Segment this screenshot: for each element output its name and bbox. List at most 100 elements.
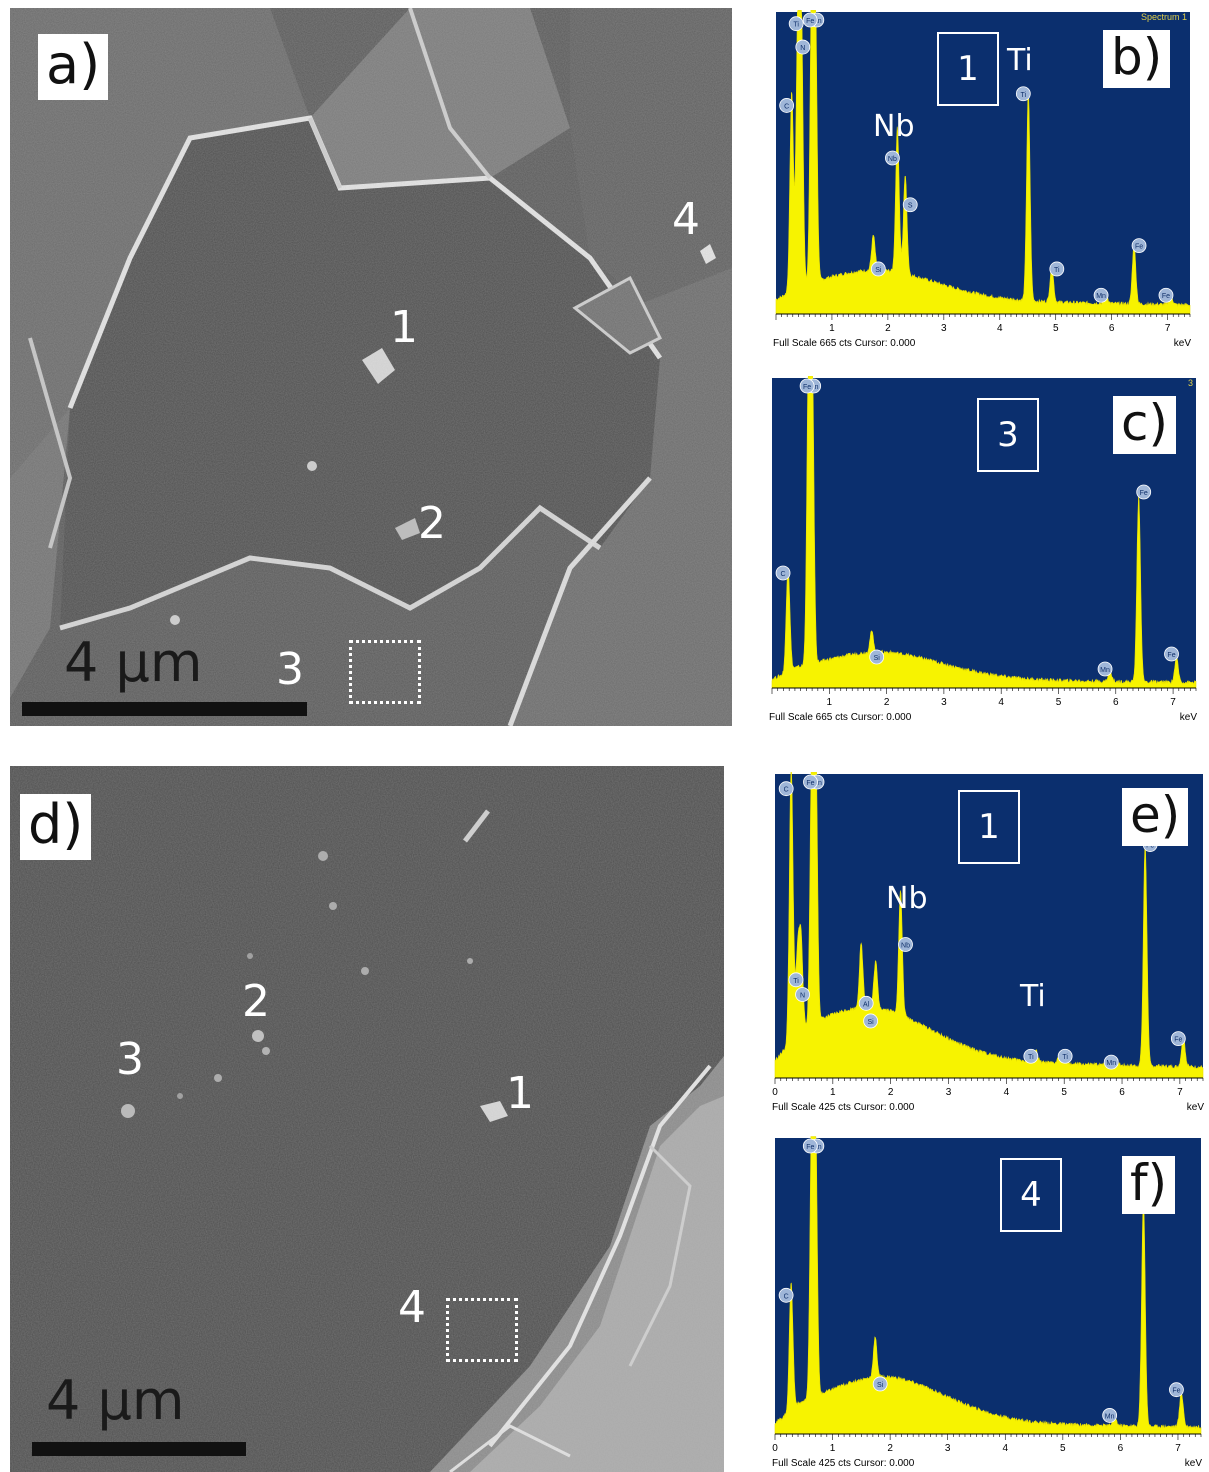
peak-tag: Si: [869, 649, 885, 665]
peak-tag-circle: [1136, 484, 1152, 500]
x-tick-label: 5: [1053, 323, 1059, 334]
peak-tag-circle: [795, 987, 810, 1002]
peak-tag-circle: [1023, 1048, 1039, 1064]
spectrum-header: Spectrum 1: [1140, 12, 1187, 22]
x-tick-label: 7: [1170, 697, 1176, 708]
peak-tag-circle: [863, 1013, 879, 1029]
point-label-2: 2: [242, 976, 270, 1027]
peak-tag-circle: [1158, 287, 1174, 303]
peak-tag: Fe: [1136, 484, 1152, 500]
point-label-3: 3: [116, 1034, 144, 1085]
x-tick-label: 6: [1118, 1443, 1124, 1454]
point-label-2: 2: [418, 498, 446, 549]
spot-number-box: 1: [958, 790, 1020, 864]
peak-tag: Ti: [788, 972, 804, 988]
peak-tag-circle: [1164, 646, 1179, 662]
eds-spectrum-c: 1234567CMnFeSiMnFeFe 3 3 c) Full Scale 6…: [769, 376, 1199, 724]
peak-tag: Mn: [1093, 287, 1109, 303]
element-label-ti: Ti: [1007, 43, 1033, 78]
peak-tag-label: N: [800, 45, 805, 52]
sem-image-a: a) 1 2 3 4 4 μm: [10, 8, 732, 726]
peak-tag-circle: [1102, 1408, 1118, 1423]
peak-tag-circle: [869, 649, 885, 665]
peak-tag-circle: [802, 1138, 818, 1154]
peak-tag-circle: [778, 781, 794, 797]
spot-number-box: 4: [1000, 1158, 1062, 1232]
x-tick-label: 4: [1002, 1443, 1008, 1454]
sem-micrograph-d: [10, 766, 724, 1472]
peak-tag-circle: [1057, 1048, 1073, 1064]
peak-tag-label: Nb: [901, 943, 910, 950]
x-tick-label: 6: [1109, 323, 1115, 334]
peak-tag-circle: [1097, 661, 1113, 677]
peak-tag: C: [778, 781, 794, 797]
peak-tag: Fe: [1131, 238, 1147, 254]
peak-tag-circle: [778, 1287, 794, 1303]
peak-tag: C: [779, 98, 795, 113]
roi-box-4: [446, 1298, 518, 1362]
panel-label-a: a): [38, 34, 109, 100]
peak-tag-circle: [799, 378, 815, 394]
peak-tag: Mn: [1097, 661, 1113, 677]
panel-label-d: d): [20, 794, 92, 860]
x-tick-label: 6: [1119, 1087, 1125, 1098]
eds-spectrum-e: 01234567CNTiMnFeAlSiNbTiTiMnFeFe 1 Nb Ti…: [772, 772, 1206, 1114]
peak-tag-label: Fe: [806, 780, 814, 787]
peak-tag-circle: [788, 16, 804, 32]
spectrum-fill: [774, 1136, 1202, 1435]
peak-tag-label: Fe: [803, 384, 811, 391]
element-label-nb: Nb: [886, 881, 928, 916]
peak-tag-circle: [1103, 1054, 1119, 1070]
peak-tag-label: Fe: [1172, 1388, 1180, 1395]
peak-tag: Ti: [1057, 1048, 1073, 1064]
spectrum-header: 3: [1187, 378, 1193, 388]
eds-spectrum-f: 01234567CMnFeSiMnFeFe 4 f) Full Scale 42…: [772, 1136, 1204, 1470]
peak-tag: Ti: [1015, 86, 1031, 102]
x-axis-unit: keV: [1186, 1102, 1204, 1113]
x-tick-label: 2: [884, 697, 890, 708]
peak-tag: Al: [858, 995, 874, 1011]
x-tick-label: 3: [941, 323, 947, 334]
point-label-3: 3: [276, 644, 304, 695]
peak-tag-label: C: [784, 787, 789, 794]
peak-tag-circle: [1049, 261, 1065, 277]
peak-tag-label: C: [781, 571, 786, 578]
peak-tag: Fe: [799, 378, 815, 394]
spot-number-box: 1: [937, 32, 999, 106]
peak-tag-label: N: [800, 993, 805, 1000]
sem-image-d: d) 1 2 3 4 4 μm: [10, 766, 724, 1472]
x-tick-label: 2: [887, 1443, 893, 1454]
x-tick-label: 0: [772, 1087, 778, 1098]
peak-tag-label: Ti: [793, 22, 799, 29]
eds-plot-b: 1234567CNTiMnFeSiNbSTiTiMnFeFe: [775, 10, 1191, 334]
spectrum-footer: Full Scale 425 cts Cursor: 0.000: [772, 1102, 915, 1113]
peak-tag-circle: [902, 197, 918, 213]
peak-tag-circle: [775, 565, 791, 581]
peak-tag: C: [775, 565, 791, 581]
spectrum-fill: [774, 772, 1204, 1079]
peak-tag: N: [795, 39, 811, 55]
peak-tag-label: Ti: [1054, 267, 1060, 274]
peak-tag: Mn: [1102, 1408, 1118, 1423]
peak-tag-label: Mn: [1100, 667, 1110, 674]
peak-tag: Fe: [802, 12, 818, 28]
peak-tag: Si: [872, 1376, 888, 1392]
point-label-4: 4: [672, 194, 700, 245]
x-tick-label: 7: [1165, 323, 1171, 334]
x-tick-label: 7: [1175, 1443, 1181, 1454]
peak-tag-label: Fe: [1167, 652, 1175, 659]
peak-tag: Ti: [788, 16, 804, 32]
x-axis-unit: keV: [1173, 338, 1191, 349]
peak-tag-circle: [898, 937, 913, 952]
sem-micrograph-a: [10, 8, 732, 726]
x-tick-label: 4: [997, 323, 1003, 334]
peak-tag-label: Fe: [1174, 1037, 1182, 1044]
x-tick-label: 6: [1113, 697, 1119, 708]
eds-spectrum-b: 1234567CNTiMnFeSiNbSTiTiMnFeFe Spectrum …: [773, 10, 1193, 350]
peak-tag-circle: [802, 12, 818, 28]
peak-tag-circle: [1131, 238, 1147, 254]
x-axis-unit: keV: [1179, 712, 1197, 723]
peak-tag-label: Mn: [1105, 1413, 1115, 1420]
peak-tag: Fe: [1170, 1031, 1186, 1047]
peak-tag-label: Fe: [806, 1144, 814, 1151]
